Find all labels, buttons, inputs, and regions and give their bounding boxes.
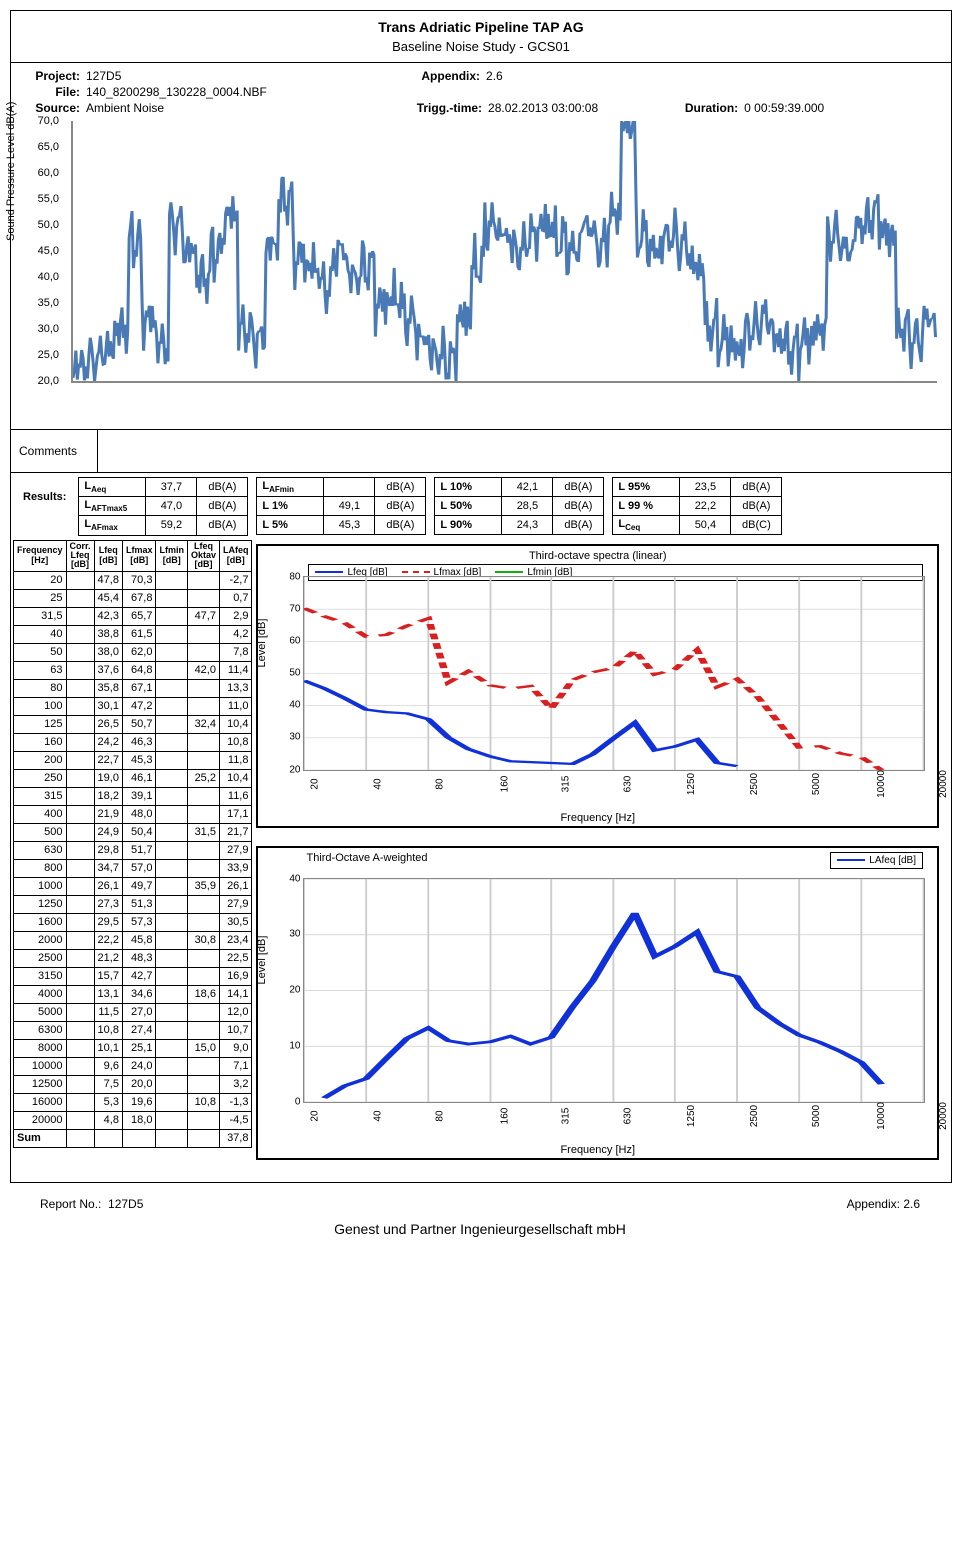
lower-block: Frequency[Hz]Corr.Lfeq[dB]Lfeq[dB]Lfmax[… [11, 540, 951, 1182]
spectra-ylabel: Level [dB] [256, 618, 268, 667]
header-title: Trans Adriatic Pipeline TAP AG [11, 11, 951, 37]
results-block: Results: LAeq37,7dB(A)LAFTmax547,0dB(A)L… [11, 473, 951, 540]
meta-block: Project:127D5 Appendix:2.6 File:140_8200… [11, 63, 951, 121]
footer-appendix-label: Appendix: [847, 1197, 900, 1211]
results-col1: LAeq37,7dB(A)LAFTmax547,0dB(A)LAFmax59,2… [78, 477, 248, 536]
footer: Report No.: 127D5 Appendix: 2.6 [10, 1183, 950, 1215]
trigg-value: 28.02.2013 03:00:08 [488, 101, 598, 115]
report-no-label: Report No.: [40, 1197, 101, 1211]
aweighted-plot-area: 4030201002040801603156301250250050001000… [303, 878, 925, 1103]
comments-label: Comments [11, 430, 98, 472]
file-value: 140_8200298_130228_0004.NBF [86, 85, 267, 99]
spl-chart-area: 3:003:053:103:153:203:253:303:353:403:45… [71, 121, 937, 383]
report-page: Trans Adriatic Pipeline TAP AG Baseline … [10, 10, 952, 1183]
spectra-svg [304, 577, 924, 770]
report-no-value: 127D5 [108, 1197, 143, 1211]
appendix-label: Appendix: [421, 69, 486, 83]
source-value: Ambient Noise [86, 101, 164, 115]
comments-row: Comments [11, 429, 951, 473]
spectra-plot-area: 8070605040302020408016031563012502500500… [303, 576, 925, 771]
aweighted-ylabel: Level [dB] [256, 935, 268, 984]
aweighted-svg [304, 879, 924, 1102]
aweighted-xlabel: Frequency [Hz] [258, 1144, 937, 1156]
footer-company: Genest und Partner Ingenieurgesellschaft… [10, 1215, 950, 1241]
spl-chart-ylabel: Sound Pressure Level dB(A) [5, 102, 17, 241]
spectra-linear-chart: Third-octave spectra (linear) Lfeq [dB]L… [256, 544, 939, 828]
aweighted-legend: LAfeq [dB] [830, 852, 923, 869]
footer-appendix-value: 2.6 [903, 1197, 920, 1211]
spectra-charts: Third-octave spectra (linear) Lfeq [dB]L… [252, 540, 951, 1182]
source-label: Source: [25, 101, 86, 115]
frequency-table: Frequency[Hz]Corr.Lfeq[dB]Lfeq[dB]Lfmax[… [13, 540, 252, 1148]
spectra-title: Third-octave spectra (linear) [258, 550, 937, 562]
duration-value: 0 00:59:39.000 [744, 101, 824, 115]
spl-chart-svg [73, 121, 937, 381]
file-label: File: [25, 85, 86, 99]
results-col2: LAFmindB(A)L 1%49,1dB(A)L 5%45,3dB(A) [256, 477, 426, 535]
aweighted-chart: Third-Octave A-weighted LAfeq [dB] Level… [256, 846, 939, 1160]
project-value: 127D5 [86, 69, 121, 83]
spl-chart: Sound Pressure Level dB(A) 70,065,060,05… [11, 121, 951, 429]
appendix-value: 2.6 [486, 69, 503, 83]
results-col3: L 10%42,1dB(A)L 50%28,5dB(A)L 90%24,3dB(… [434, 477, 604, 535]
results-label: Results: [13, 477, 70, 503]
header-subtitle: Baseline Noise Study - GCS01 [11, 37, 951, 62]
duration-label: Duration: [668, 101, 744, 115]
spectra-xlabel: Frequency [Hz] [258, 812, 937, 824]
trigg-label: Trigg.-time: [402, 101, 488, 115]
results-col4: L 95%23,5dB(A)L 99 %22,2dB(A)LCeq50,4dB(… [612, 477, 782, 535]
project-label: Project: [25, 69, 86, 83]
